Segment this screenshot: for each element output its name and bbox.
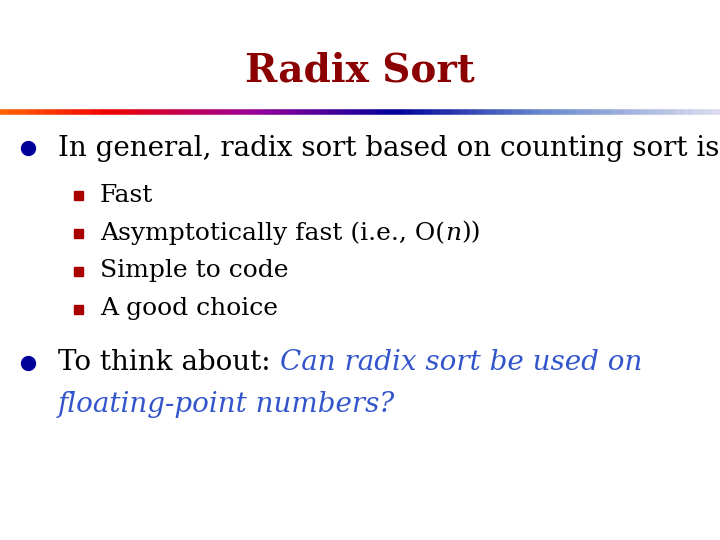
Text: Radix Sort: Radix Sort bbox=[245, 52, 475, 90]
Text: To think about:: To think about: bbox=[58, 349, 279, 376]
Text: A good choice: A good choice bbox=[100, 298, 278, 321]
Text: floating-point numbers?: floating-point numbers? bbox=[58, 392, 395, 418]
Text: Simple to code: Simple to code bbox=[100, 260, 289, 282]
Text: Can radix sort be used on: Can radix sort be used on bbox=[279, 349, 642, 376]
Text: In general, radix sort based on counting sort is: In general, radix sort based on counting… bbox=[58, 134, 719, 161]
Text: Asymptotically fast (i.e., O(: Asymptotically fast (i.e., O( bbox=[100, 221, 445, 245]
Text: n: n bbox=[445, 221, 461, 245]
Bar bbox=[73, 267, 83, 275]
Bar bbox=[73, 191, 83, 199]
Bar bbox=[73, 228, 83, 238]
Bar bbox=[73, 305, 83, 314]
Text: Fast: Fast bbox=[100, 184, 153, 206]
Text: )): )) bbox=[461, 221, 481, 245]
